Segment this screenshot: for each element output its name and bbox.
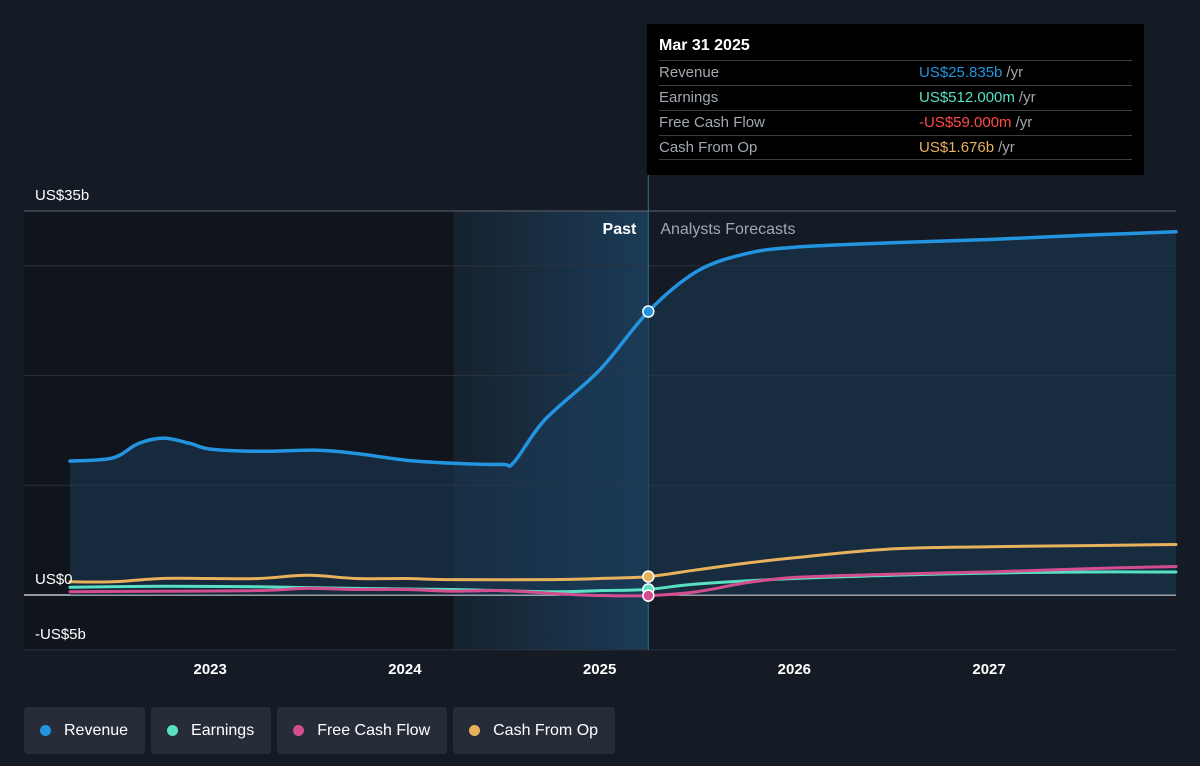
legend-item-revenue[interactable]: Revenue <box>24 707 146 754</box>
tooltip-value: -US$59.000m <box>919 114 1012 131</box>
tooltip-row-cash-from-op: Cash From Op US$1.676b /yr <box>659 135 1132 160</box>
free-cash-flow-marker <box>642 589 655 602</box>
tooltip-value: US$1.676b <box>919 139 995 156</box>
legend-item-free-cash-flow[interactable]: Free Cash Flow <box>277 707 448 754</box>
chart-legend: Revenue Earnings Free Cash Flow Cash Fro… <box>24 707 616 754</box>
x-tick-label: 2027 <box>972 661 1005 678</box>
legend-item-cash-from-op[interactable]: Cash From Op <box>453 707 616 754</box>
y-tick-label: US$0 <box>35 571 73 588</box>
tooltip-row-free-cash-flow: Free Cash Flow -US$59.000m /yr <box>659 110 1132 135</box>
cash-from-op-dot-icon <box>469 725 481 736</box>
revenue-area <box>70 231 1176 596</box>
tooltip-label: Free Cash Flow <box>659 114 765 131</box>
free-cash-flow-dot-icon <box>293 725 305 736</box>
tooltip-unit: /yr <box>1018 89 1036 106</box>
legend-label: Revenue <box>64 721 129 739</box>
cash-from-op-line <box>68 543 1178 584</box>
tooltip-row-revenue: Revenue US$25.835b /yr <box>659 60 1132 85</box>
revenue-dot-icon <box>40 725 51 736</box>
tooltip-date: Mar 31 2025 <box>659 37 750 54</box>
legend-label: Free Cash Flow <box>317 721 431 739</box>
tooltip-label: Earnings <box>659 89 719 106</box>
tooltip-unit: /yr <box>1015 114 1033 131</box>
revenue-line <box>68 230 1178 468</box>
free-cash-flow-line <box>68 565 1178 598</box>
past-label: Past <box>603 221 637 238</box>
y-tick-label: US$35b <box>35 187 89 204</box>
x-tick-label: 2024 <box>388 661 422 678</box>
forecast-label: Analysts Forecasts <box>660 221 795 238</box>
tooltip-value: US$512.000m <box>919 89 1015 106</box>
earnings-dot-icon <box>167 725 179 736</box>
tooltip-label: Revenue <box>659 64 720 81</box>
tooltip-unit: /yr <box>998 139 1015 156</box>
legend-label: Cash From Op <box>493 721 599 739</box>
x-tick-label: 2025 <box>583 661 616 678</box>
revenue-marker <box>642 305 655 318</box>
data-tooltip: Mar 31 2025 Revenue US$25.835b /yr Earni… <box>647 24 1144 175</box>
legend-label: Earnings <box>191 721 255 739</box>
cash-from-op-marker <box>642 570 655 583</box>
x-tick-label: 2026 <box>778 661 811 678</box>
legend-item-earnings[interactable]: Earnings <box>151 707 272 754</box>
y-tick-label: -US$5b <box>35 626 86 643</box>
x-tick-label: 2023 <box>194 661 227 678</box>
tooltip-unit: /yr <box>1006 64 1024 81</box>
tooltip-label: Cash From Op <box>659 139 758 156</box>
tooltip-row-earnings: Earnings US$512.000m /yr <box>659 85 1132 110</box>
tooltip-value: US$25.835b <box>919 64 1003 81</box>
